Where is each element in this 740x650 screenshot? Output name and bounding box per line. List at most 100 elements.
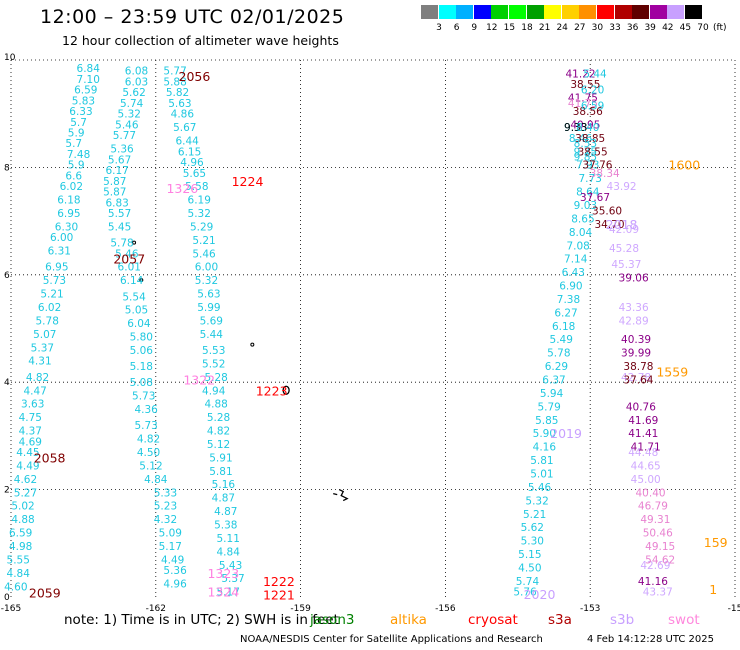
wave-height-label: 6.29 (545, 361, 568, 373)
wave-height-label: 9.75 (574, 146, 597, 158)
wave-height-label: 5.15 (518, 549, 541, 561)
wave-height-label: 5.78 (36, 315, 59, 327)
wave-height-label: 4.88 (204, 399, 227, 411)
pass-time-label: 1559 (656, 364, 688, 379)
wave-height-label: 6.84 (77, 63, 101, 75)
wave-height-label: 5.77 (163, 66, 186, 78)
wave-height-label: 6.90 (559, 281, 582, 293)
wave-height-label: 5.46 (192, 248, 216, 260)
wave-height-label: 38.55 (570, 79, 600, 91)
wave-height-label: 5.76 (513, 587, 537, 599)
pass-time-label: 1 (709, 582, 717, 597)
wave-height-label: 4.75 (19, 412, 42, 424)
legend-swatch (473, 5, 491, 19)
wave-height-label: 38.85 (575, 133, 605, 145)
wave-height-label: 5.17 (217, 587, 240, 599)
wave-height-label: 6.6 (65, 170, 82, 182)
wave-height-label: 5.37 (31, 342, 54, 354)
wave-height-label: 5.94 (540, 388, 564, 400)
legend-swatch (561, 5, 579, 19)
wave-height-label: 6.19 (188, 195, 211, 207)
mission-label-jason3: jason3 (310, 612, 355, 628)
credit-text: NOAA/NESDIS Center for Satellite Applica… (240, 634, 543, 645)
legend-label: 36 (626, 23, 639, 33)
wave-height-label: 5.44 (583, 68, 607, 80)
mission-label-altika: altika (390, 612, 427, 628)
wave-height-label: 4.32 (154, 514, 177, 526)
wave-height-label: 5.12 (139, 460, 162, 472)
wave-height-label: 5.27 (14, 487, 37, 499)
y-tick-label: 8 (4, 163, 10, 173)
wave-height-label: 5.88 (163, 76, 186, 88)
legend-label: 9 (471, 23, 478, 33)
wave-height-label: 38.34 (590, 168, 620, 180)
island-outline (132, 240, 137, 245)
legend-swatch (667, 5, 685, 19)
x-tick-label: -162 (146, 604, 166, 614)
wave-height-label: 6.59 (581, 101, 604, 113)
wave-height-label: 6.37 (542, 375, 565, 387)
wave-height-label: 5.79 (537, 401, 560, 413)
x-tick-label: -153 (580, 604, 600, 614)
wave-height-label: 40.40 (636, 487, 666, 499)
chart-title: 12:00 – 23:59 UTC 02/01/2025 (40, 6, 345, 28)
footer-note: note: 1) Time is in UTC; 2) SWH is in fe… (64, 612, 339, 628)
wave-height-label: 7.93 (576, 160, 599, 172)
wave-height-label: 5.62 (521, 522, 544, 534)
wave-height-label: 42.89 (619, 315, 649, 327)
y-tick-label: 10 (4, 53, 16, 63)
wave-height-label: 6.08 (125, 66, 148, 78)
legend-label: 24 (556, 23, 568, 33)
wave-height-label: 5.21 (523, 509, 546, 521)
wave-height-label: 5.06 (130, 345, 154, 357)
wave-height-label: 5.01 (530, 468, 553, 480)
wave-height-label: 6.20 (581, 85, 604, 97)
wave-height-label: 5.21 (40, 289, 63, 301)
wave-height-label: 6.02 (38, 302, 61, 314)
wave-height-label: 3.63 (21, 399, 44, 411)
wave-height-label: 6.95 (57, 208, 80, 220)
mission-label-s3a: s3a (548, 612, 572, 628)
wave-height-label: 6.43 (562, 267, 585, 279)
wave-height-label: 8.40 (576, 122, 599, 134)
wave-height-label: 49.31 (640, 514, 670, 526)
wave-height-label: 4.87 (214, 506, 237, 518)
wave-height-label: 42.09 (609, 224, 639, 236)
wave-height-label: 5.73 (43, 275, 66, 287)
y-tick-label: 0 (4, 593, 10, 603)
wave-height-label: 43.92 (607, 181, 637, 193)
wave-height-label: 5.36 (163, 565, 187, 577)
pass-time-label: 1223 (256, 383, 288, 398)
wave-height-label: 5.78 (547, 348, 570, 360)
wave-height-label: 5.36 (110, 144, 134, 156)
y-tick-label: 6 (4, 271, 10, 281)
wave-height-label: 5.69 (200, 315, 223, 327)
wave-height-label: 5.55 (7, 554, 30, 566)
wave-height-label: 5.81 (209, 466, 232, 478)
legend-swatch (526, 5, 544, 19)
wave-height-label: 6.03 (125, 76, 148, 88)
wave-height-label: 5.82 (166, 87, 189, 99)
pass-time-label: 2056 (179, 69, 211, 84)
pass-time-label: 1222 (263, 574, 295, 589)
wave-height-label: 5.9 (68, 160, 85, 172)
wave-height-label: 5.87 (103, 187, 126, 199)
wave-height-label: 4.45 (16, 447, 39, 459)
wave-height-label: 5.23 (154, 501, 177, 513)
pass-time-label: 2057 (113, 252, 145, 267)
pass-time-label: 1600 (668, 158, 700, 173)
legend-swatch (685, 5, 702, 19)
pass-time-label: 2018 (606, 217, 638, 232)
wave-height-label: 5.09 (159, 528, 182, 540)
wave-height-label: 6.01 (118, 262, 141, 274)
wave-height-label: 7.38 (557, 294, 580, 306)
wave-height-label: 5.32 (195, 275, 218, 287)
wave-height-label: 4.49 (161, 554, 184, 566)
legend-swatch (649, 5, 667, 19)
legend-label: 15 (503, 23, 516, 33)
wave-height-label: 35.60 (592, 205, 622, 217)
wave-height-label: 6.18 (57, 195, 80, 207)
wave-height-label: 5.07 (33, 329, 56, 341)
wave-height-label: 5.83 (72, 95, 95, 107)
pass-time-label: 1323 (207, 566, 239, 581)
